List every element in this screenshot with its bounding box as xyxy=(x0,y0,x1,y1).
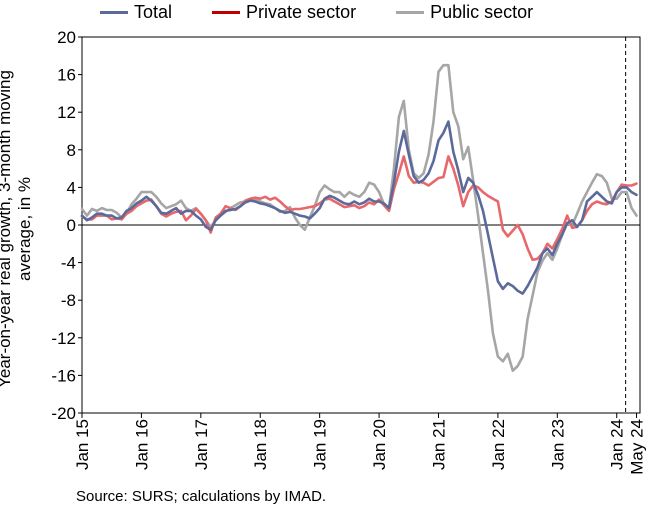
y-tick-label: -8 xyxy=(61,291,76,310)
legend-label-total: Total xyxy=(134,2,173,22)
legend-swatch-total xyxy=(100,11,128,14)
legend-item-private-sector: Private sector xyxy=(212,2,356,23)
y-tick-label: -12 xyxy=(51,329,76,348)
x-tick-label: Jan 18 xyxy=(251,419,270,470)
legend-label-private-sector: Private sector xyxy=(246,2,357,22)
source-note: Source: SURS; calculations by IMAD. xyxy=(76,488,327,505)
x-tick-label: May 24 xyxy=(628,419,647,475)
series-line-total xyxy=(80,120,638,295)
legend-label-public-sector: Public sector xyxy=(430,2,534,22)
legend: Total Private sector Public sector xyxy=(100,2,533,23)
y-tick-label: 12 xyxy=(57,103,76,122)
x-tick-label: Jan 19 xyxy=(311,419,330,470)
y-tick-label: 4 xyxy=(67,178,76,197)
legend-swatch-private-sector xyxy=(212,11,241,14)
legend-swatch-public-sector xyxy=(396,11,425,14)
series-line-public-sector xyxy=(80,63,638,372)
y-tick-label: 8 xyxy=(67,141,76,160)
x-tick-label: Jan 23 xyxy=(548,419,567,470)
y-tick-label: 16 xyxy=(57,66,76,85)
y-tick-label: 0 xyxy=(67,216,76,235)
legend-item-total: Total xyxy=(100,2,172,23)
x-tick-label: Jan 15 xyxy=(73,419,92,470)
x-tick-label: Jan 21 xyxy=(429,419,448,470)
x-tick-label: Jan 22 xyxy=(489,419,508,470)
legend-item-public-sector: Public sector xyxy=(396,2,533,23)
y-tick-label: -4 xyxy=(61,254,76,273)
x-tick-label: Jan 20 xyxy=(370,419,389,470)
y-tick-label: 20 xyxy=(57,28,76,47)
x-tick-label: Jan 17 xyxy=(192,419,211,470)
x-tick-label: Jan 24 xyxy=(608,419,627,470)
y-tick-label: -16 xyxy=(51,366,76,385)
y-axis-label: Year-on-year real growth, 3-month moving… xyxy=(0,70,34,388)
y-tick-label: -20 xyxy=(51,404,76,423)
x-tick-label: Jan 16 xyxy=(132,419,151,470)
